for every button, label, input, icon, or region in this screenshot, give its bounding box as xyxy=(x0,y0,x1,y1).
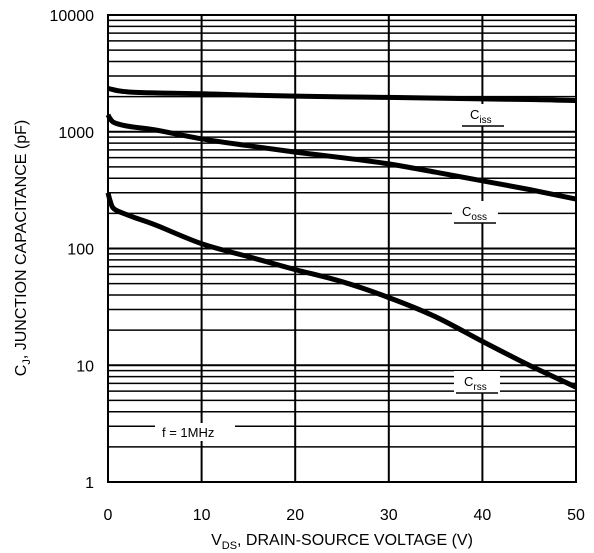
series-line-ciss xyxy=(107,85,577,104)
x-tick-label: 40 xyxy=(474,507,492,524)
x-tick-label: 20 xyxy=(286,507,304,524)
series-label-ciss: Ciss xyxy=(470,107,492,126)
y-tick-label: 100 xyxy=(67,242,94,259)
x-tick-label: 0 xyxy=(104,507,113,524)
y-axis-title: CJ, JUNCTION CAPACITANCE (pF) xyxy=(13,120,33,376)
series-label-bg xyxy=(452,201,498,223)
series-label-crss: Crss xyxy=(464,374,487,393)
tick-labels: 0 10 20 30 40 50 1 10 100 1000 10000 xyxy=(50,8,586,524)
annotation-text: f = 1MHz xyxy=(162,425,214,440)
frequency-annotation: f = 1MHz xyxy=(155,423,235,441)
x-tick-label: 30 xyxy=(380,507,398,524)
x-axis-title: VDS, DRAIN-SOURCE VOLTAGE (V) xyxy=(211,532,473,552)
series-label-coss: Coss xyxy=(462,204,487,223)
series-label-bg xyxy=(454,371,500,393)
series-label-bg xyxy=(460,104,506,126)
series-layer xyxy=(105,85,578,390)
y-tick-label: 10000 xyxy=(50,8,95,25)
series-line-crss xyxy=(105,192,578,390)
series-line-coss xyxy=(105,113,577,202)
y-tick-label: 10 xyxy=(76,358,94,375)
x-tick-label: 10 xyxy=(193,507,211,524)
y-tick-label: 1 xyxy=(85,475,94,492)
chart-grid xyxy=(107,15,577,483)
plot-frame xyxy=(107,14,577,483)
series-labels: Ciss Coss Crss xyxy=(452,104,506,394)
x-tick-label: 50 xyxy=(567,507,585,524)
y-tick-label: 1000 xyxy=(58,125,94,142)
